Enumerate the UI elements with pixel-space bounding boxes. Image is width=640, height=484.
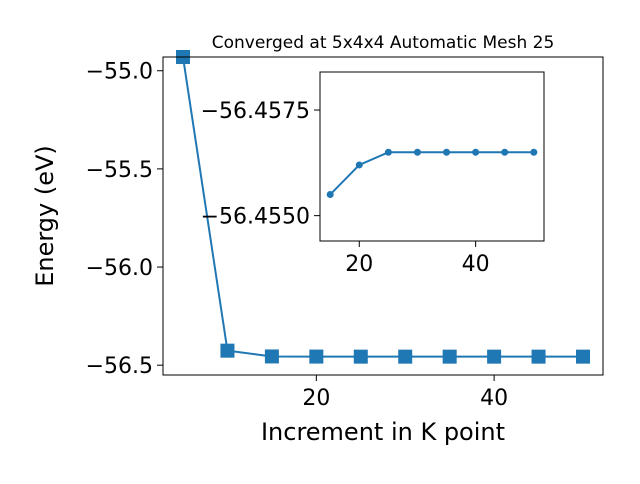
series-line (329, 151, 534, 196)
marker (487, 349, 502, 364)
marker (398, 349, 413, 364)
y-axis-label: Energy (eV) (31, 145, 59, 287)
marker (472, 148, 480, 156)
series-line (182, 56, 583, 358)
plot-area (320, 72, 544, 241)
y-tick-label: −56.5 (86, 354, 153, 379)
x-tick-label: 40 (462, 252, 490, 277)
chart-title: Converged at 5x4x4 Automatic Mesh 25 (212, 33, 555, 53)
axes-frame (319, 71, 545, 242)
marker (413, 148, 421, 156)
marker (384, 148, 392, 156)
marker (353, 349, 368, 364)
marker (530, 148, 538, 156)
x-tick-label: 20 (345, 252, 373, 277)
y-tick-label: −56.4550 (201, 205, 310, 230)
marker (531, 349, 546, 364)
marker (264, 349, 279, 364)
y-tick-label: −56.4575 (201, 99, 310, 124)
marker (309, 349, 324, 364)
y-tick-label: −55.5 (86, 158, 153, 183)
y-tick-label: −56.0 (86, 256, 153, 281)
marker (501, 148, 509, 156)
marker (355, 161, 363, 169)
y-tick-label: −55.0 (86, 60, 153, 85)
marker (443, 148, 451, 156)
x-tick-label: 20 (302, 386, 330, 411)
marker (326, 191, 334, 199)
marker (220, 343, 235, 358)
marker (442, 349, 457, 364)
axes-frame (162, 56, 604, 376)
x-axis-label: Increment in K point (261, 418, 505, 446)
marker (576, 349, 590, 364)
x-tick-label: 40 (480, 386, 508, 411)
